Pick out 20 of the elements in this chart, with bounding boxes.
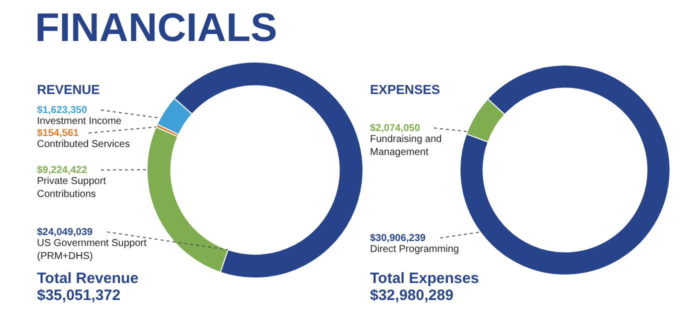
slice-label: Private Support Contributions bbox=[37, 176, 106, 200]
text: $35,051,372 bbox=[37, 287, 120, 304]
text: $32,980,289 bbox=[370, 287, 454, 304]
data-label: $154,561 bbox=[37, 128, 80, 139]
data-label: $1,623,350 bbox=[37, 105, 88, 116]
slice-label: Direct Programming bbox=[370, 244, 459, 255]
slice-label: US Government Support (PRM+DHS) bbox=[37, 238, 147, 262]
donut-slice bbox=[466, 98, 506, 142]
slice-label: Fundraising and Management bbox=[370, 134, 442, 158]
text: REVENUE bbox=[37, 82, 100, 97]
chart-title: FINANCIALS bbox=[35, 6, 278, 50]
data-label: $9,224,422 bbox=[37, 165, 88, 176]
text: EXPENSES bbox=[370, 82, 440, 97]
data-label: $24,049,039 bbox=[37, 227, 94, 238]
slice-label: Investment Income bbox=[37, 116, 122, 127]
slice-label: Contributed Services bbox=[37, 139, 130, 150]
text: Total Revenue bbox=[37, 270, 138, 287]
data-label: $30,906,239 bbox=[370, 233, 426, 244]
data-label: $2,074,050 bbox=[370, 123, 420, 134]
text: Total Expenses bbox=[370, 270, 479, 287]
